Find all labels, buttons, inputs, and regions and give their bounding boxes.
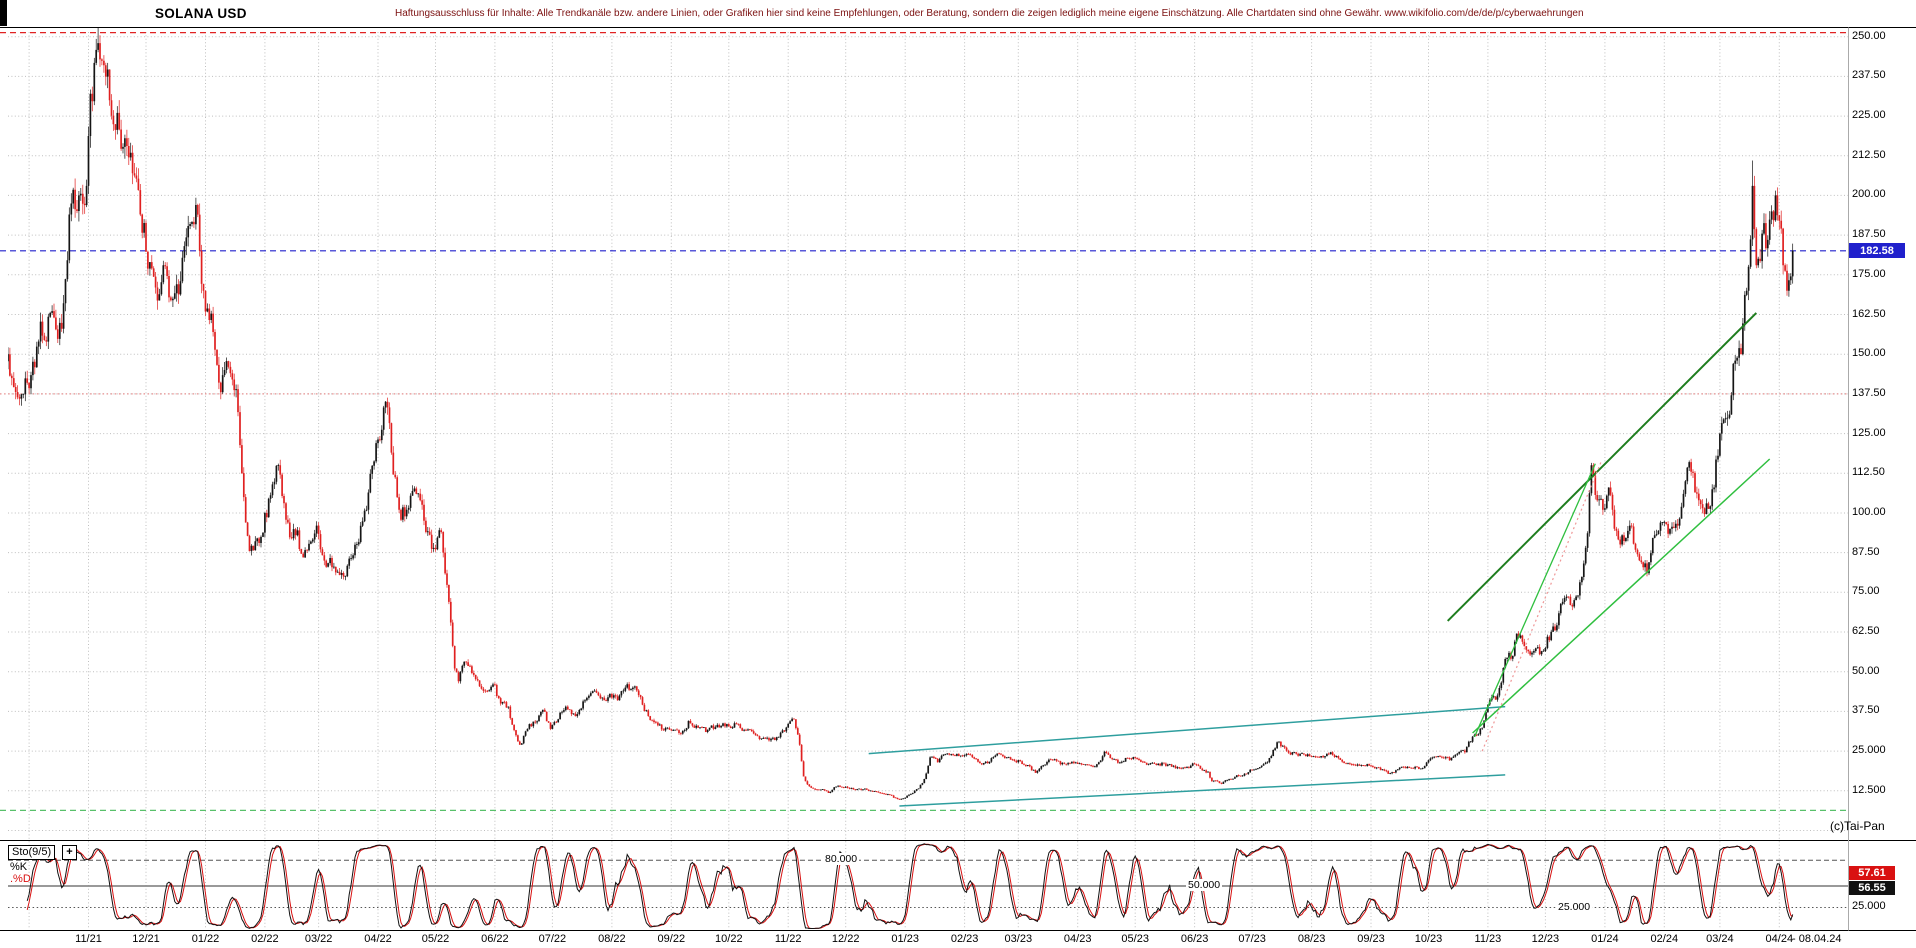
sto-level-25-label: 25.000: [1556, 901, 1593, 913]
sideways-channel-lower: [899, 774, 1506, 807]
sto-level-80-label: 80.000: [823, 853, 860, 865]
sto-k-value-badge: 56.55: [1849, 881, 1895, 895]
indicator-header-button[interactable]: Sto(9/5): [8, 845, 56, 860]
add-indicator-button[interactable]: +: [62, 845, 77, 860]
corner-mark: [0, 0, 7, 26]
sto-d-legend: .%D: [10, 873, 31, 885]
grid-lines: [8, 32, 1848, 929]
uptrend-dotted-guide: [1481, 461, 1602, 752]
sideways-channel-upper: [868, 705, 1506, 755]
current-price-badge: 182.58: [1849, 243, 1905, 258]
stochastic-d-line: [26, 843, 1794, 929]
panel-frame: [0, 27, 1916, 931]
trend-lines[interactable]: [868, 312, 1771, 807]
end-date-label: - 08.04.24: [1792, 933, 1842, 945]
horizontal-marker-lines: [0, 31, 1848, 812]
sto-level-50-label: 50.000: [1186, 879, 1223, 891]
indicator-name-label: Sto(9/5): [12, 846, 52, 858]
stochastic-k-line: [26, 843, 1794, 929]
uptrend-support: [1472, 458, 1771, 734]
uptrend-steep-support: [1473, 463, 1596, 738]
sto-axis-25-label: 25.000: [1852, 900, 1886, 912]
uptrend-resistance: [1446, 312, 1758, 622]
sto-d-value-badge: 57.61: [1849, 866, 1895, 880]
taipan-watermark: (c)Tai-Pan: [1830, 819, 1885, 833]
disclaimer-text: Haftungsausschluss für Inhalte: Alle Tre…: [395, 8, 1584, 19]
sto-k-legend: %K: [10, 861, 28, 873]
stochastic-panel: [8, 843, 1848, 929]
candlesticks: [8, 28, 1794, 800]
chart-title: SOLANA USD: [155, 6, 247, 21]
